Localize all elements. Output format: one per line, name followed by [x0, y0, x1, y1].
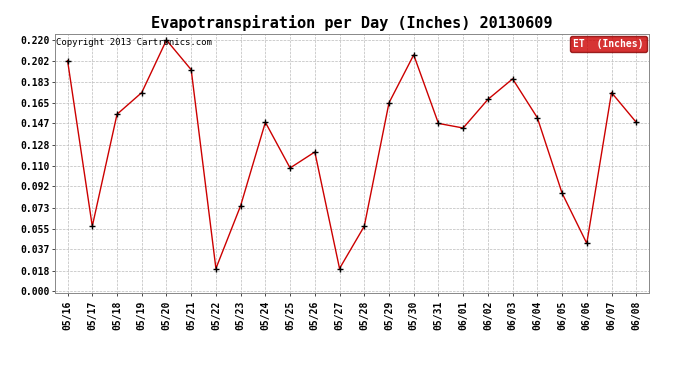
Title: Evapotranspiration per Day (Inches) 20130609: Evapotranspiration per Day (Inches) 2013…: [151, 15, 553, 31]
Legend: ET  (Inches): ET (Inches): [571, 36, 647, 51]
Text: Copyright 2013 Cartronics.com: Copyright 2013 Cartronics.com: [57, 38, 213, 46]
